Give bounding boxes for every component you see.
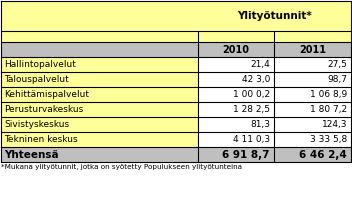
Text: Sivistyskeskus: Sivistyskeskus xyxy=(4,120,69,129)
Bar xyxy=(1,132,198,147)
Bar xyxy=(1,117,198,132)
Bar xyxy=(198,72,351,87)
Text: 2011: 2011 xyxy=(299,44,326,55)
Text: 42 3,0: 42 3,0 xyxy=(241,75,270,84)
Bar xyxy=(198,132,351,147)
Text: 21,4: 21,4 xyxy=(250,60,270,69)
Bar xyxy=(1,87,198,102)
Text: 2010: 2010 xyxy=(222,44,250,55)
Bar xyxy=(198,102,351,117)
Text: 6 46 2,4: 6 46 2,4 xyxy=(299,150,347,159)
Text: *Mukana ylityötunnit, jotka on syötetty Populukseen ylityötunteina: *Mukana ylityötunnit, jotka on syötetty … xyxy=(1,164,242,170)
Text: 98,7: 98,7 xyxy=(327,75,347,84)
Text: Ylityötunnit*: Ylityötunnit* xyxy=(237,11,312,21)
Bar xyxy=(1,72,198,87)
Bar xyxy=(198,117,351,132)
Text: Tekninen keskus: Tekninen keskus xyxy=(4,135,78,144)
Text: 6 91 8,7: 6 91 8,7 xyxy=(222,150,270,159)
Text: 3 33 5,8: 3 33 5,8 xyxy=(310,135,347,144)
Bar xyxy=(1,147,351,162)
Text: 1 80 7,2: 1 80 7,2 xyxy=(310,105,347,114)
Text: 1 00 0,2: 1 00 0,2 xyxy=(233,90,270,99)
Bar xyxy=(198,57,351,72)
Text: 4 11 0,3: 4 11 0,3 xyxy=(233,135,270,144)
Text: 27,5: 27,5 xyxy=(327,60,347,69)
Bar xyxy=(1,102,198,117)
Text: Hallintopalvelut: Hallintopalvelut xyxy=(4,60,76,69)
Bar xyxy=(198,87,351,102)
Bar xyxy=(1,31,351,42)
Text: 81,3: 81,3 xyxy=(250,120,270,129)
Bar xyxy=(1,1,351,31)
Text: 124,3: 124,3 xyxy=(321,120,347,129)
Bar xyxy=(1,57,198,72)
Text: 1 28 2,5: 1 28 2,5 xyxy=(233,105,270,114)
Bar xyxy=(1,42,351,57)
Text: Perusturvakeskus: Perusturvakeskus xyxy=(4,105,83,114)
Text: Kehittämispalvelut: Kehittämispalvelut xyxy=(4,90,89,99)
Text: Talouspalvelut: Talouspalvelut xyxy=(4,75,69,84)
Text: Yhteensä: Yhteensä xyxy=(4,150,59,159)
Text: 1 06 8,9: 1 06 8,9 xyxy=(310,90,347,99)
